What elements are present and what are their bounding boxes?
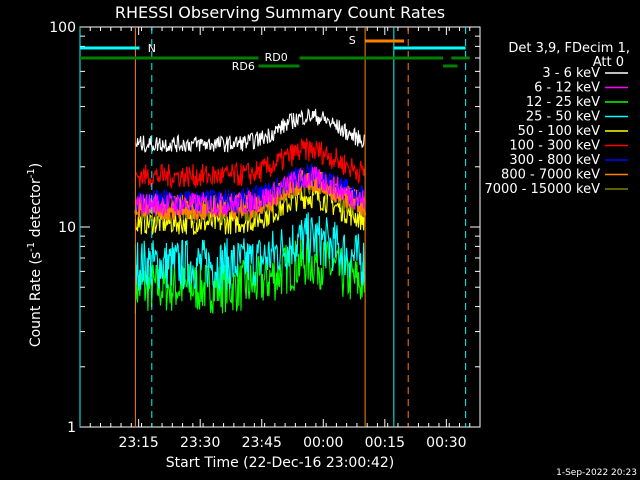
attenuator-bands: N S RD0 RD6 bbox=[80, 34, 470, 73]
legend-label-6: 300 - 800 keV bbox=[509, 153, 600, 168]
legend-label-4: 50 - 100 keV bbox=[518, 124, 601, 139]
legend-label-7: 800 - 7000 keV bbox=[501, 168, 600, 183]
legend-header-line2: Att 0 bbox=[593, 55, 624, 70]
legend-label-5: 100 - 300 keV bbox=[509, 139, 600, 154]
band-rd6-label: RD6 bbox=[232, 60, 255, 73]
footer-date: 1-Sep-2022 20:23 bbox=[556, 468, 637, 478]
band-s-label: S bbox=[349, 34, 356, 47]
series-line-1 bbox=[134, 165, 366, 218]
y-axis-label: Count Rate (s-1 detector-1) bbox=[26, 163, 44, 347]
y-tick-label: 10 bbox=[58, 220, 76, 236]
series-line-5 bbox=[134, 137, 366, 189]
x-tick-label: 23:45 bbox=[242, 435, 282, 451]
x-tick-label: 23:30 bbox=[180, 435, 220, 451]
legend-label-2: 12 - 25 keV bbox=[526, 95, 600, 110]
x-tick-label: 00:15 bbox=[365, 435, 405, 451]
series-line-2 bbox=[134, 235, 366, 314]
band-n-label: N bbox=[148, 42, 156, 55]
legend-label-3: 25 - 50 keV bbox=[526, 110, 600, 125]
legend-header-line1: Det 3,9, FDecim 1, bbox=[508, 41, 630, 56]
chart-title: RHESSI Observing Summary Count Rates bbox=[115, 3, 445, 22]
x-tick-label: 00:30 bbox=[426, 435, 466, 451]
y-tick-label: 1 bbox=[67, 420, 76, 436]
x-tick-label: 23:15 bbox=[118, 435, 158, 451]
series-layer bbox=[134, 107, 367, 314]
series-line-0 bbox=[134, 107, 366, 153]
axis-ticks: 23:15 23:30 23:45 00:00 00:15 00:30 1 10 100 bbox=[49, 20, 480, 451]
x-axis-label: Start Time (22-Dec-16 23:00:42) bbox=[166, 455, 394, 471]
x-tick-label: 00:00 bbox=[303, 435, 343, 451]
legend-label-0: 3 - 6 keV bbox=[542, 66, 600, 81]
vertical-markers bbox=[79, 27, 467, 427]
series-line-3 bbox=[134, 212, 366, 291]
band-rd0-label: RD0 bbox=[265, 51, 288, 64]
legend-label-1: 6 - 12 keV bbox=[534, 81, 600, 96]
legend-label-8: 7000 - 15000 keV bbox=[485, 182, 601, 197]
y-tick-label: 100 bbox=[49, 20, 76, 36]
